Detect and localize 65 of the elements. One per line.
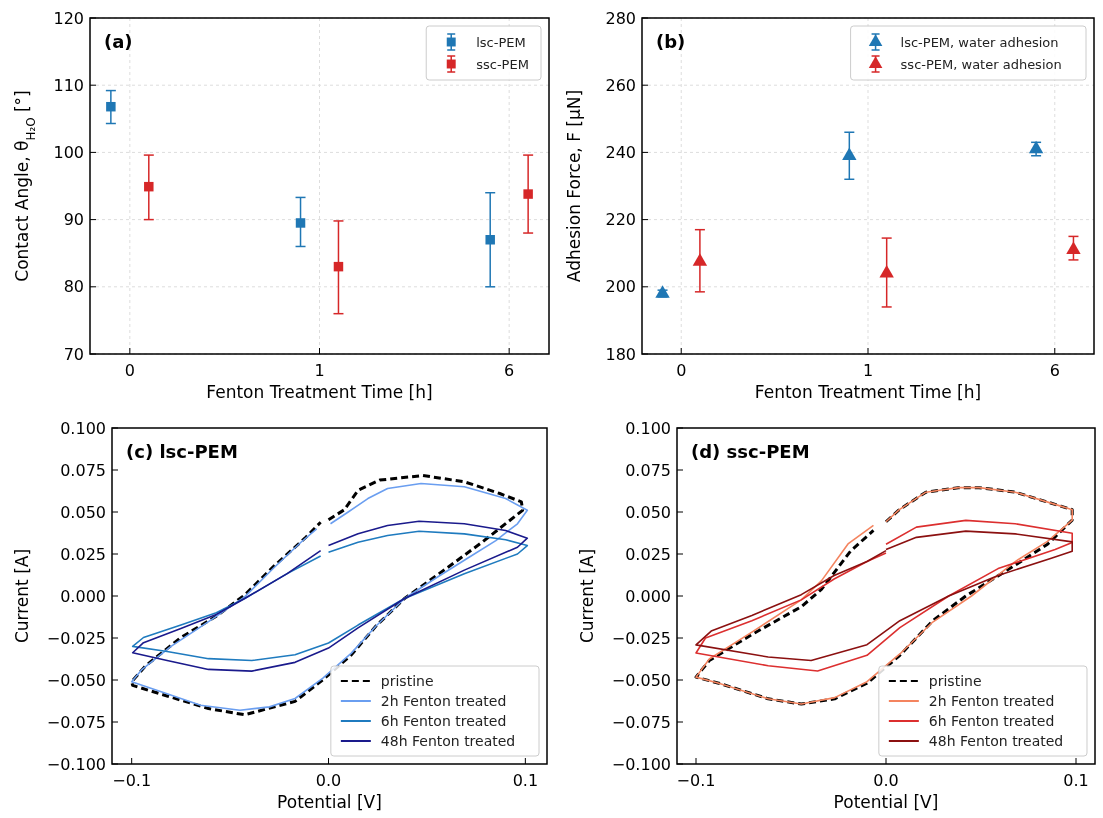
x-tick-label: 1	[862, 361, 874, 380]
legend-label: 2h Fenton treated	[928, 692, 1055, 709]
text: (b)	[656, 31, 686, 52]
legend-label: pristine	[928, 672, 982, 689]
y-tick-label: 180	[605, 344, 636, 364]
y-tick-label: 0.000	[625, 586, 671, 606]
legend-label: 2h Fenton treated	[380, 692, 507, 709]
x-axis-title: Fenton Treatment Time [h]	[206, 382, 433, 402]
legend-label: lsc-PEM	[476, 34, 526, 50]
x-tick-label: 6	[1049, 361, 1060, 380]
x-tick-label: 1	[314, 361, 325, 380]
legend-label: lsc-PEM, water adhesion	[900, 34, 1059, 50]
y-tick-label: 220	[605, 210, 636, 230]
y-tick-label: −0.075	[46, 712, 106, 732]
x-axis-title: Fenton Treatment Time [h]	[754, 382, 982, 402]
x-tick-label: −0.1	[676, 771, 716, 790]
legend-label: 48h Fenton treated	[928, 732, 1064, 749]
y-tick-label: 240	[605, 143, 636, 162]
x-tick-label: 0	[124, 361, 135, 380]
y-tick-label: 0.100	[625, 418, 671, 438]
y-tick-label: 100	[53, 143, 84, 162]
legend-label: ssc-PEM, water adhesion	[900, 56, 1062, 72]
y-tick-label: 110	[53, 75, 84, 95]
y-tick-label: 80	[63, 277, 84, 297]
x-tick-label: 0.0	[873, 771, 899, 790]
y-tick-label: 0.050	[60, 502, 106, 522]
x-tick-label: 0	[676, 361, 687, 380]
y-tick-label: 0.100	[60, 418, 106, 438]
x-tick-label: −0.1	[112, 771, 152, 790]
y-tick-label: −0.025	[46, 628, 106, 648]
x-axis-title: Potential [V]	[833, 792, 939, 812]
y-tick-label: 0.075	[60, 460, 106, 480]
y-tick-label: 0.025	[625, 544, 671, 564]
x-axis-title: Potential [V]	[277, 792, 382, 812]
legend-label: 48h Fenton treated	[380, 732, 516, 749]
y-tick-label: −0.075	[611, 712, 671, 732]
y-tick-label: 200	[605, 277, 636, 297]
legend-label: ssc-PEM	[476, 56, 529, 72]
y-tick-label: 70	[63, 344, 84, 364]
y-tick-label: −0.100	[46, 754, 106, 774]
y-tick-label: 280	[605, 8, 636, 28]
y-tick-label: −0.025	[611, 628, 671, 648]
x-tick-label: 0.1	[1063, 771, 1089, 790]
x-tick-label: 0.0	[315, 771, 342, 790]
legend-label: 6h Fenton treated	[928, 712, 1055, 729]
legend-label: 6h Fenton treated	[380, 712, 507, 729]
legend-label: pristine	[380, 672, 434, 689]
y-axis-title: Current [A]	[12, 548, 32, 644]
y-tick-label: 90	[63, 210, 84, 230]
y-tick-label: −0.100	[611, 754, 671, 774]
text: (d) ssc-PEM	[691, 441, 810, 462]
y-axis-title: Current [A]	[577, 548, 597, 644]
y-axis-title: Adhesion Force, F [μN]	[564, 89, 584, 283]
text: (c) lsc-PEM	[126, 441, 238, 462]
y-tick-label: 0.075	[625, 460, 671, 480]
text: (a)	[104, 31, 133, 52]
y-tick-label: 0.025	[60, 544, 106, 564]
x-tick-label: 0.1	[512, 771, 539, 790]
y-tick-label: 120	[53, 8, 84, 28]
y-tick-label: 0.000	[60, 586, 106, 606]
y-tick-label: 0.050	[625, 502, 671, 522]
x-tick-label: 6	[504, 361, 515, 380]
y-tick-label: 260	[605, 75, 636, 95]
y-tick-label: −0.050	[611, 670, 671, 690]
y-tick-label: −0.050	[46, 670, 106, 690]
